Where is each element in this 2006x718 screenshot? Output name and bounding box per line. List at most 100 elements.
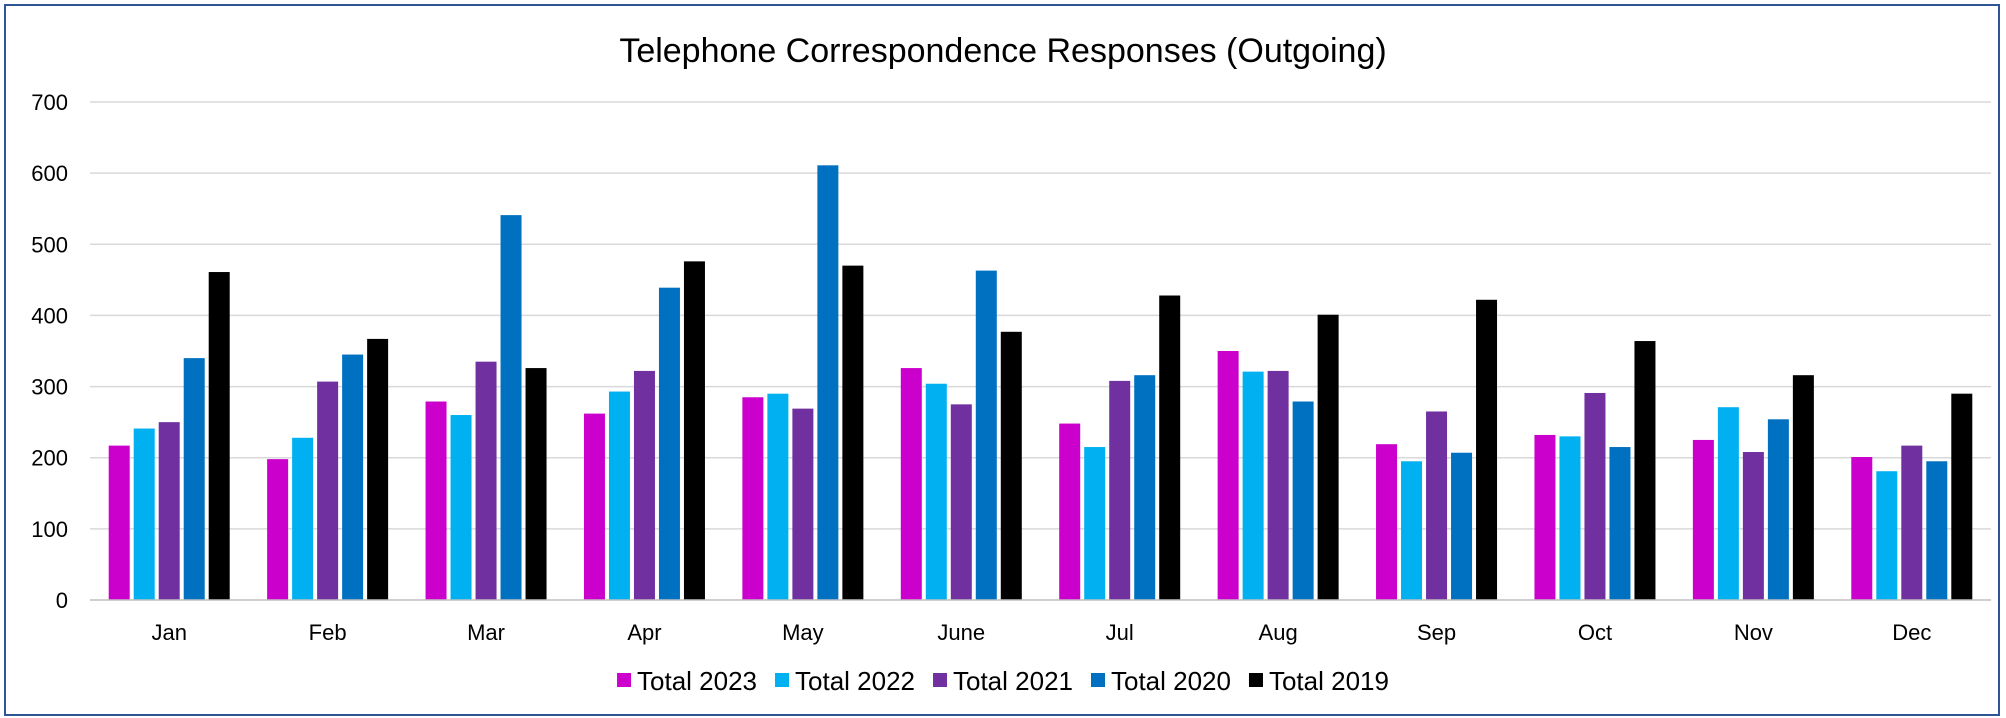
x-tick-label: Jan	[151, 620, 186, 645]
legend-item-total-2021[interactable]: Total 2021	[933, 666, 1073, 696]
bar-total-2021-oct	[1584, 392, 1606, 600]
x-tick-label: Sep	[1417, 620, 1456, 645]
bar-total-2022-dec	[1876, 471, 1898, 600]
y-tick-label: 300	[31, 375, 68, 400]
bar-total-2022-apr	[608, 391, 630, 600]
bar-total-2019-sep	[1476, 299, 1498, 600]
x-tick-label: Mar	[467, 620, 505, 645]
bar-total-2021-aug	[1267, 370, 1289, 600]
bar-total-2021-may	[792, 408, 814, 600]
bar-total-2023-nov	[1692, 439, 1714, 600]
legend[interactable]: Total 2023 Total 2022 Total 2021 Total 2020…	[617, 666, 1389, 696]
bar-total-2019-jan	[208, 272, 230, 600]
bar-total-2021-jul	[1109, 380, 1131, 600]
y-axis: 0 100 200 300 400 500 600 700	[31, 90, 68, 613]
y-tick-label: 200	[31, 446, 68, 471]
bar-total-2021-dec	[1901, 445, 1923, 600]
legend-swatch	[617, 673, 632, 687]
bar-total-2023-feb	[267, 459, 289, 600]
legend-swatch	[933, 673, 948, 687]
chart-title: Telephone Correspondence Responses (Outg…	[619, 32, 1386, 70]
y-tick-label: 0	[56, 588, 68, 613]
bar-total-2021-apr	[633, 370, 655, 600]
bar-total-2019-jul	[1159, 295, 1181, 600]
legend-label: Total 2022	[795, 666, 915, 696]
bar-total-2021-feb	[317, 381, 339, 600]
bar-total-2019-apr	[683, 261, 705, 600]
bar-total-2022-nov	[1717, 407, 1739, 600]
bar-total-2022-oct	[1559, 436, 1581, 600]
bars-layer	[108, 165, 1973, 601]
bar-total-2020-dec	[1926, 461, 1948, 600]
bar-total-2021-mar	[475, 361, 497, 600]
x-tick-label: May	[782, 620, 824, 645]
bar-total-2020-feb	[342, 354, 364, 600]
bar-total-2019-aug	[1317, 314, 1339, 600]
bar-total-2019-nov	[1792, 375, 1814, 600]
y-tick-label: 600	[31, 161, 68, 186]
bar-total-2023-may	[742, 397, 764, 600]
legend-item-total-2019[interactable]: Total 2019	[1248, 666, 1389, 696]
x-tick-label: Apr	[627, 620, 661, 645]
legend-swatch	[775, 673, 790, 687]
chart-frame: Telephone Correspondence Responses (Outg…	[4, 4, 2000, 716]
bar-total-2022-jan	[133, 428, 155, 600]
bar-total-2020-sep	[1451, 452, 1473, 600]
bar-total-2023-jan	[108, 445, 130, 600]
bar-total-2019-mar	[525, 368, 547, 600]
bar-total-2022-june	[925, 383, 947, 600]
bar-total-2019-dec	[1951, 393, 1973, 600]
legend-label: Total 2019	[1269, 666, 1389, 696]
bar-total-2020-june	[975, 270, 997, 600]
bar-total-2022-may	[767, 393, 789, 600]
bar-total-2022-sep	[1401, 461, 1423, 600]
bar-total-2022-aug	[1242, 371, 1264, 600]
bar-total-2022-jul	[1084, 447, 1106, 600]
bar-total-2019-june	[1000, 331, 1022, 600]
bar-total-2023-june	[900, 368, 922, 600]
legend-item-total-2023[interactable]: Total 2023	[617, 666, 757, 696]
bar-total-2020-oct	[1609, 447, 1631, 600]
y-tick-label: 500	[31, 232, 68, 257]
bar-total-2023-sep	[1376, 444, 1398, 600]
bar-total-2022-feb	[292, 437, 314, 600]
bar-total-2021-sep	[1426, 411, 1448, 600]
bar-total-2023-mar	[425, 401, 447, 600]
x-tick-label: Oct	[1578, 620, 1612, 645]
bar-total-2023-aug	[1217, 351, 1239, 600]
x-axis: Jan Feb Mar Apr May June Jul Aug Sep Oct Nov Dec	[90, 599, 1991, 645]
legend-label: Total 2021	[953, 666, 1073, 696]
bar-total-2021-nov	[1742, 452, 1764, 600]
legend-label: Total 2023	[637, 666, 757, 696]
bar-total-2019-may	[842, 265, 864, 600]
legend-label: Total 2020	[1111, 666, 1231, 696]
y-tick-label: 400	[31, 303, 68, 328]
bar-total-2020-may	[817, 165, 839, 600]
legend-swatch	[1090, 673, 1105, 687]
bar-total-2020-apr	[658, 287, 680, 600]
bar-total-2019-oct	[1634, 341, 1656, 600]
bar-total-2023-jul	[1059, 423, 1081, 600]
y-tick-label: 100	[31, 517, 68, 542]
bar-total-2020-jan	[183, 358, 205, 600]
x-tick-label: Feb	[309, 620, 347, 645]
legend-item-total-2020[interactable]: Total 2020	[1090, 666, 1231, 696]
x-tick-label: June	[937, 620, 985, 645]
bar-total-2023-dec	[1851, 457, 1873, 600]
bar-total-2020-jul	[1134, 375, 1156, 600]
bar-total-2023-oct	[1534, 434, 1556, 600]
bar-chart: Telephone Correspondence Responses (Outg…	[31, 32, 1991, 696]
x-tick-label: Nov	[1734, 620, 1773, 645]
bar-total-2020-aug	[1292, 401, 1314, 600]
bar-total-2021-june	[950, 404, 972, 600]
x-tick-label: Aug	[1259, 620, 1298, 645]
x-tick-label: Jul	[1106, 620, 1134, 645]
grid-layer	[90, 101, 1991, 530]
x-tick-label: Dec	[1892, 620, 1931, 645]
bar-total-2019-feb	[367, 338, 389, 600]
bar-total-2020-nov	[1767, 419, 1789, 600]
bar-total-2021-jan	[158, 422, 180, 600]
legend-item-total-2022[interactable]: Total 2022	[775, 666, 915, 696]
legend-swatch	[1248, 673, 1263, 687]
y-tick-label: 700	[31, 90, 68, 115]
